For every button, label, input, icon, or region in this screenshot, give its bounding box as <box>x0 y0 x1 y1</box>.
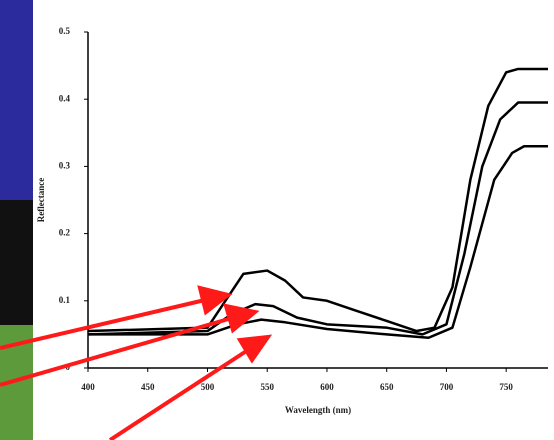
x-axis-title: Wavelength (nm) <box>285 405 351 415</box>
y-tick-label: 0.3 <box>59 160 71 170</box>
arrow-head <box>236 334 273 364</box>
x-tick-label: 400 <box>81 382 95 392</box>
arrow-head <box>223 303 260 334</box>
chart-area <box>33 0 554 440</box>
y-tick-label: 0.2 <box>59 228 71 238</box>
x-tick-label: 550 <box>260 382 274 392</box>
y-tick-label: 0.5 <box>59 26 71 36</box>
x-tick-label: 700 <box>440 382 454 392</box>
x-tick-label: 500 <box>201 382 215 392</box>
arrow <box>108 348 250 440</box>
x-tick-label: 450 <box>141 382 155 392</box>
x-tick-label: 750 <box>499 382 513 392</box>
arrow <box>0 298 206 350</box>
arrow <box>0 316 233 387</box>
y-axis-title: Reflectance <box>36 178 46 222</box>
x-tick-label: 600 <box>320 382 334 392</box>
arrow-head <box>197 285 233 316</box>
arrows <box>0 285 273 440</box>
y-tick-label: 0.1 <box>59 295 71 305</box>
y-tick-label: 0.4 <box>59 93 71 103</box>
x-tick-label: 650 <box>380 382 394 392</box>
line <box>87 67 548 333</box>
